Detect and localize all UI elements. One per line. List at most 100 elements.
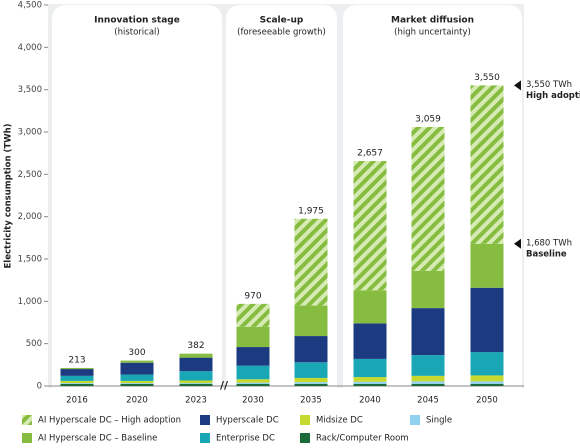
- bar-segment: [120, 360, 154, 363]
- bar-segment: [294, 377, 328, 383]
- bar-segment: [294, 305, 328, 337]
- bar-segment: [179, 371, 213, 381]
- phase-subtitle: (historical): [114, 28, 159, 38]
- bar-segment: [120, 383, 154, 384]
- bar-segment: [236, 365, 270, 380]
- annotation-value: 1,680 TWh: [526, 238, 572, 248]
- y-tick-label: 500: [26, 339, 42, 349]
- legend-swatch: [22, 433, 32, 443]
- bar-segment: [294, 383, 328, 386]
- legend-label: Rack/Computer Room: [316, 434, 409, 444]
- total-label: 1,975: [298, 206, 324, 216]
- phase-subtitle: (high uncertainty): [394, 28, 471, 38]
- bar-segment: [60, 383, 94, 384]
- bar-segment: [120, 383, 154, 386]
- bar-segment: [470, 85, 504, 244]
- bar-segment: [236, 303, 270, 327]
- bar-segment: [411, 375, 445, 382]
- y-tick-label: 1,500: [18, 255, 42, 265]
- legend-label: Enterprise DC: [216, 434, 275, 444]
- total-label: 3,550: [474, 73, 500, 83]
- bar-segment: [236, 347, 270, 366]
- y-tick-label: 1,000: [18, 297, 42, 307]
- total-label: 213: [68, 355, 85, 365]
- annotation-text: High adoption: [526, 91, 580, 101]
- legend-swatch: [22, 415, 32, 425]
- bar-segment: [470, 383, 504, 386]
- total-label: 3,059: [415, 115, 441, 125]
- bar-segment: [60, 369, 94, 376]
- annotation-value: 3,550 TWh: [526, 80, 572, 90]
- total-label: 300: [128, 348, 145, 358]
- bar-segment: [179, 357, 213, 372]
- x-tick-label: 2020: [126, 396, 148, 406]
- y-tick-label: 0: [37, 382, 42, 392]
- y-tick-label: 2,000: [18, 212, 42, 222]
- phase-title: Market diffusion: [391, 16, 474, 26]
- bar-segment: [236, 382, 270, 384]
- annotation-arrow: [514, 80, 521, 91]
- bar-segment: [470, 352, 504, 376]
- annotation-text: Baseline: [526, 249, 567, 259]
- bar-segment: [470, 381, 504, 384]
- bar-segment: [120, 362, 154, 375]
- bar-segment: [120, 374, 154, 381]
- bar-segment: [353, 161, 387, 291]
- bar-segment: [236, 379, 270, 383]
- y-tick-label: 3,000: [18, 128, 42, 138]
- bar-segment: [353, 381, 387, 384]
- x-tick-label: 2030: [242, 396, 264, 406]
- bar-segment: [179, 383, 213, 386]
- legend-label: Single: [426, 416, 452, 426]
- bar-segment: [411, 127, 445, 271]
- legend-label: Hyperscale DC: [216, 416, 279, 426]
- bar-segment: [179, 380, 213, 384]
- bar-segment: [179, 383, 213, 384]
- bar-segment: [353, 323, 387, 359]
- annotation-arrow: [514, 238, 521, 249]
- bar-segment: [294, 218, 328, 306]
- bar-segment: [411, 270, 445, 309]
- legend-swatch: [300, 433, 310, 443]
- y-tick-label: 4,500: [18, 1, 42, 11]
- y-tick-label: 3,500: [18, 85, 42, 95]
- bar-segment: [353, 290, 387, 324]
- bar-segment: [353, 377, 387, 382]
- total-label: 2,657: [357, 149, 383, 159]
- phase-subtitle: (foreseeable growth): [237, 28, 326, 38]
- x-tick-label: 2023: [185, 396, 207, 406]
- legend-swatch: [200, 433, 210, 443]
- x-tick-label: 2045: [417, 396, 439, 406]
- phase-title: Innovation stage: [94, 16, 180, 26]
- legend-label: Midsize DC: [316, 416, 363, 426]
- bar-segment: [294, 336, 328, 363]
- bar-segment: [236, 383, 270, 386]
- x-tick-label: 2016: [66, 396, 88, 406]
- bar-segment: [470, 375, 504, 382]
- bar-segment: [60, 375, 94, 381]
- bar-segment: [60, 383, 94, 386]
- legend-label: AI Hyperscale DC – Baseline: [38, 434, 157, 444]
- bar-segment: [60, 380, 94, 384]
- bar-segment: [353, 383, 387, 386]
- bar-segment: [470, 287, 504, 353]
- x-tick-label: 2040: [359, 396, 381, 406]
- bar-segment: [294, 382, 328, 384]
- total-label: 970: [244, 291, 261, 301]
- x-tick-label: 2035: [300, 396, 322, 406]
- bar-segment: [179, 353, 213, 358]
- bar-segment: [411, 308, 445, 356]
- legend-swatch: [410, 415, 420, 425]
- bar-segment: [470, 243, 504, 288]
- phase-panel: [52, 5, 222, 388]
- bar-segment: [411, 383, 445, 386]
- legend-label: AI Hyperscale DC – High adoption: [38, 416, 181, 426]
- legend-swatch: [300, 415, 310, 425]
- bar-segment: [411, 355, 445, 376]
- total-label: 382: [187, 341, 204, 351]
- bar-segment: [353, 358, 387, 378]
- y-axis-label: Electricity consumption (TWh): [4, 123, 14, 268]
- bar-segment: [120, 380, 154, 384]
- bar-segment: [60, 367, 94, 370]
